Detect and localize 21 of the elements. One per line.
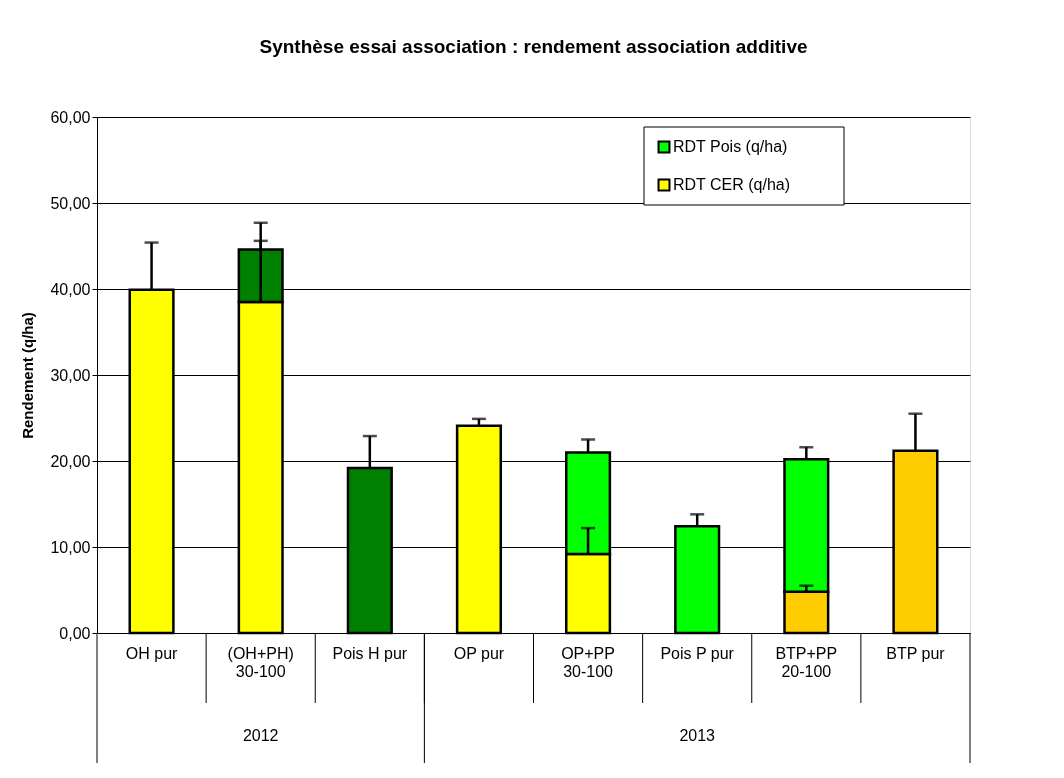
x-tick-label: BTP+PP 20-100 xyxy=(775,644,838,680)
x-tick-label: (OH+PH) 30-100 xyxy=(227,644,294,680)
x-tick-label: Pois P pur xyxy=(660,644,735,662)
y-axis-title: Rendement (q/ha) xyxy=(19,312,37,439)
x-tick-label: OP pur xyxy=(453,644,505,662)
y-tick-label: 20,00 xyxy=(50,452,91,470)
legend-label: RDT CER (q/ha) xyxy=(673,176,791,193)
text: 2013 xyxy=(679,727,716,744)
y-tick-label: 50,00 xyxy=(50,194,91,212)
legend-label: RDT Pois (q/ha) xyxy=(673,138,788,155)
chart-title: Synthèse essai association : rendement association additive xyxy=(259,36,808,57)
text: 2012 xyxy=(242,727,279,744)
x-tick-label: Pois H pur xyxy=(332,644,408,662)
x-tick-label: OH pur xyxy=(125,644,179,662)
x-tick-label: BTP pur xyxy=(886,644,946,662)
y-tick-label: 30,00 xyxy=(50,366,91,384)
y-tick-label: 40,00 xyxy=(50,280,91,298)
y-tick-label: 0,00 xyxy=(59,624,91,642)
y-tick-label: 60,00 xyxy=(50,108,91,126)
x-tick-label: OP+PP 30-100 xyxy=(561,644,615,680)
y-tick-label: 10,00 xyxy=(50,538,91,556)
